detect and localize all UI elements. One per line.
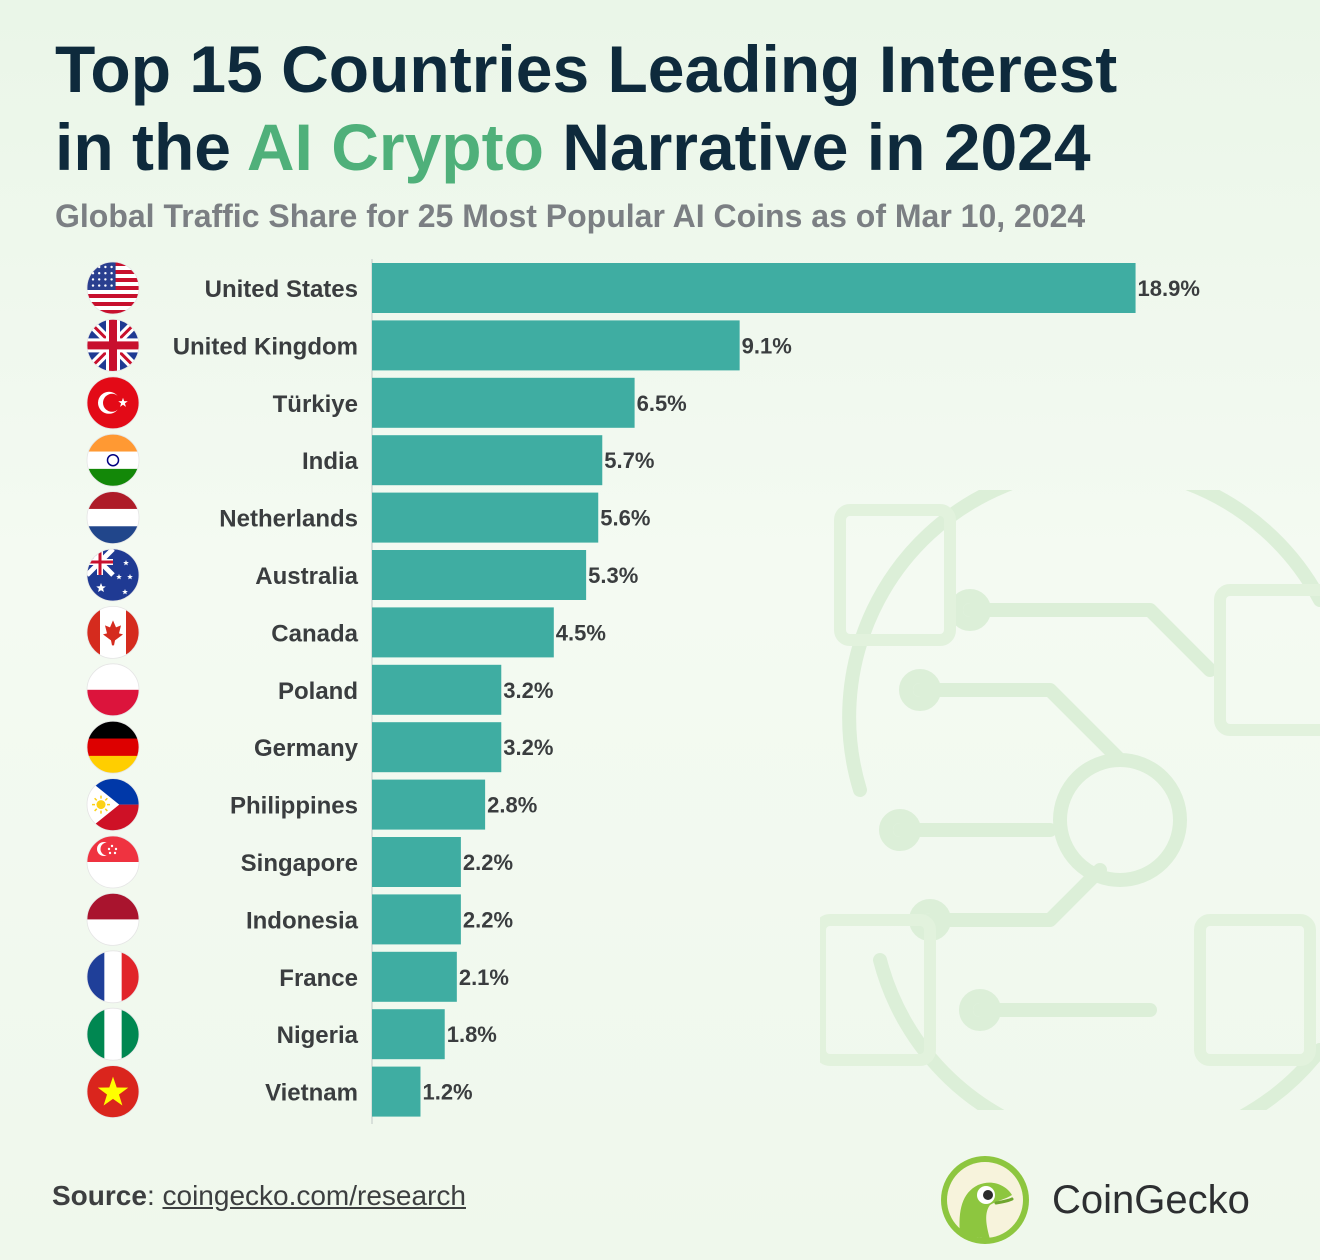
category-label: Philippines	[230, 793, 358, 820]
flag-icon-tr	[87, 376, 139, 429]
flag-icon-in	[87, 434, 139, 487]
category-label: Indonesia	[246, 907, 359, 934]
category-label: India	[302, 448, 359, 475]
flag-icon-us	[87, 262, 139, 314]
value-label: 2.2%	[463, 850, 513, 875]
source-link[interactable]: coingecko.com/research	[162, 1180, 466, 1211]
bar	[372, 722, 502, 773]
source-note: Source: coingecko.com/research	[52, 1180, 466, 1212]
title-accent: AI Crypto	[246, 110, 544, 184]
category-label: Netherlands	[219, 506, 358, 533]
flag-icon-nl	[87, 491, 139, 544]
chart-subtitle: Global Traffic Share for 25 Most Popular…	[55, 198, 1086, 234]
value-label: 6.5%	[637, 391, 687, 416]
brand-name: CoinGecko	[1052, 1177, 1250, 1222]
gecko-logo-icon	[941, 1156, 1029, 1244]
flag-outline	[86, 548, 140, 602]
bar	[372, 377, 635, 428]
flag-icon-vn	[87, 1065, 139, 1118]
flag-outline	[86, 720, 140, 774]
bar	[372, 894, 461, 945]
category-label: Türkiye	[273, 391, 358, 418]
flag-outline	[86, 1007, 140, 1061]
bar	[372, 320, 740, 371]
category-label: Vietnam	[265, 1080, 358, 1107]
flag-icon-de	[87, 721, 139, 774]
title-prefix: in the	[55, 110, 231, 184]
flag-icon-fr	[87, 950, 139, 1003]
value-label: 3.2%	[503, 678, 553, 703]
category-label: United Kingdom	[173, 333, 358, 360]
source-label: Source	[52, 1180, 147, 1211]
bar-chart: United States 18.9% United Kingdom 9.1% Türk…	[86, 259, 1200, 1124]
flag-outline	[86, 318, 140, 372]
background-circuit-decoration	[820, 490, 1320, 1110]
value-label: 2.8%	[487, 793, 537, 818]
category-label: Nigeria	[277, 1022, 359, 1049]
bar	[372, 550, 587, 600]
category-label: Canada	[271, 620, 358, 647]
bar	[372, 664, 502, 715]
value-label: 1.8%	[447, 1022, 497, 1047]
title-line-1: Top 15 Countries Leading Interest	[55, 32, 1118, 106]
bar	[372, 779, 486, 830]
flag-outline	[86, 950, 140, 1004]
bar	[372, 951, 457, 1002]
value-label: 18.9%	[1138, 276, 1200, 301]
bar	[372, 837, 461, 887]
value-label: 1.2%	[422, 1080, 472, 1105]
value-label: 5.6%	[600, 506, 650, 531]
bar	[372, 435, 603, 486]
brand-logo: CoinGecko	[940, 1155, 1250, 1245]
flag-icon-uk	[87, 319, 139, 372]
bar	[372, 263, 1136, 313]
flag-outline	[86, 1065, 140, 1118]
flag-outline	[86, 835, 140, 889]
bar	[372, 492, 599, 543]
flag-outline	[86, 663, 140, 717]
value-label: 9.1%	[742, 333, 792, 358]
bar	[372, 1066, 421, 1117]
value-label: 5.7%	[604, 448, 654, 473]
flag-outline	[86, 491, 140, 544]
bar	[372, 1009, 445, 1060]
category-label: France	[279, 965, 358, 992]
flag-outline	[86, 778, 140, 831]
flag-outline	[86, 261, 140, 315]
flag-outline	[86, 893, 140, 946]
chart-title: Top 15 Countries Leading Interest in the…	[55, 30, 1295, 186]
flag-outline	[86, 376, 140, 430]
category-label: Australia	[255, 563, 358, 590]
flag-outline	[86, 606, 140, 659]
value-label: 4.5%	[556, 620, 606, 645]
category-label: Germany	[254, 735, 359, 762]
flag-outline	[86, 433, 140, 487]
value-label: 3.2%	[503, 735, 553, 760]
category-label: Singapore	[241, 850, 358, 877]
value-label: 2.1%	[459, 965, 509, 990]
title-suffix: Narrative in 2024	[562, 110, 1091, 184]
category-label: United States	[205, 276, 358, 303]
value-label: 5.3%	[588, 563, 638, 588]
category-label: Poland	[278, 678, 358, 705]
source-separator: :	[146, 1180, 155, 1211]
flag-icon-ng	[87, 1008, 139, 1061]
bar	[372, 607, 554, 658]
value-label: 2.2%	[463, 907, 513, 932]
